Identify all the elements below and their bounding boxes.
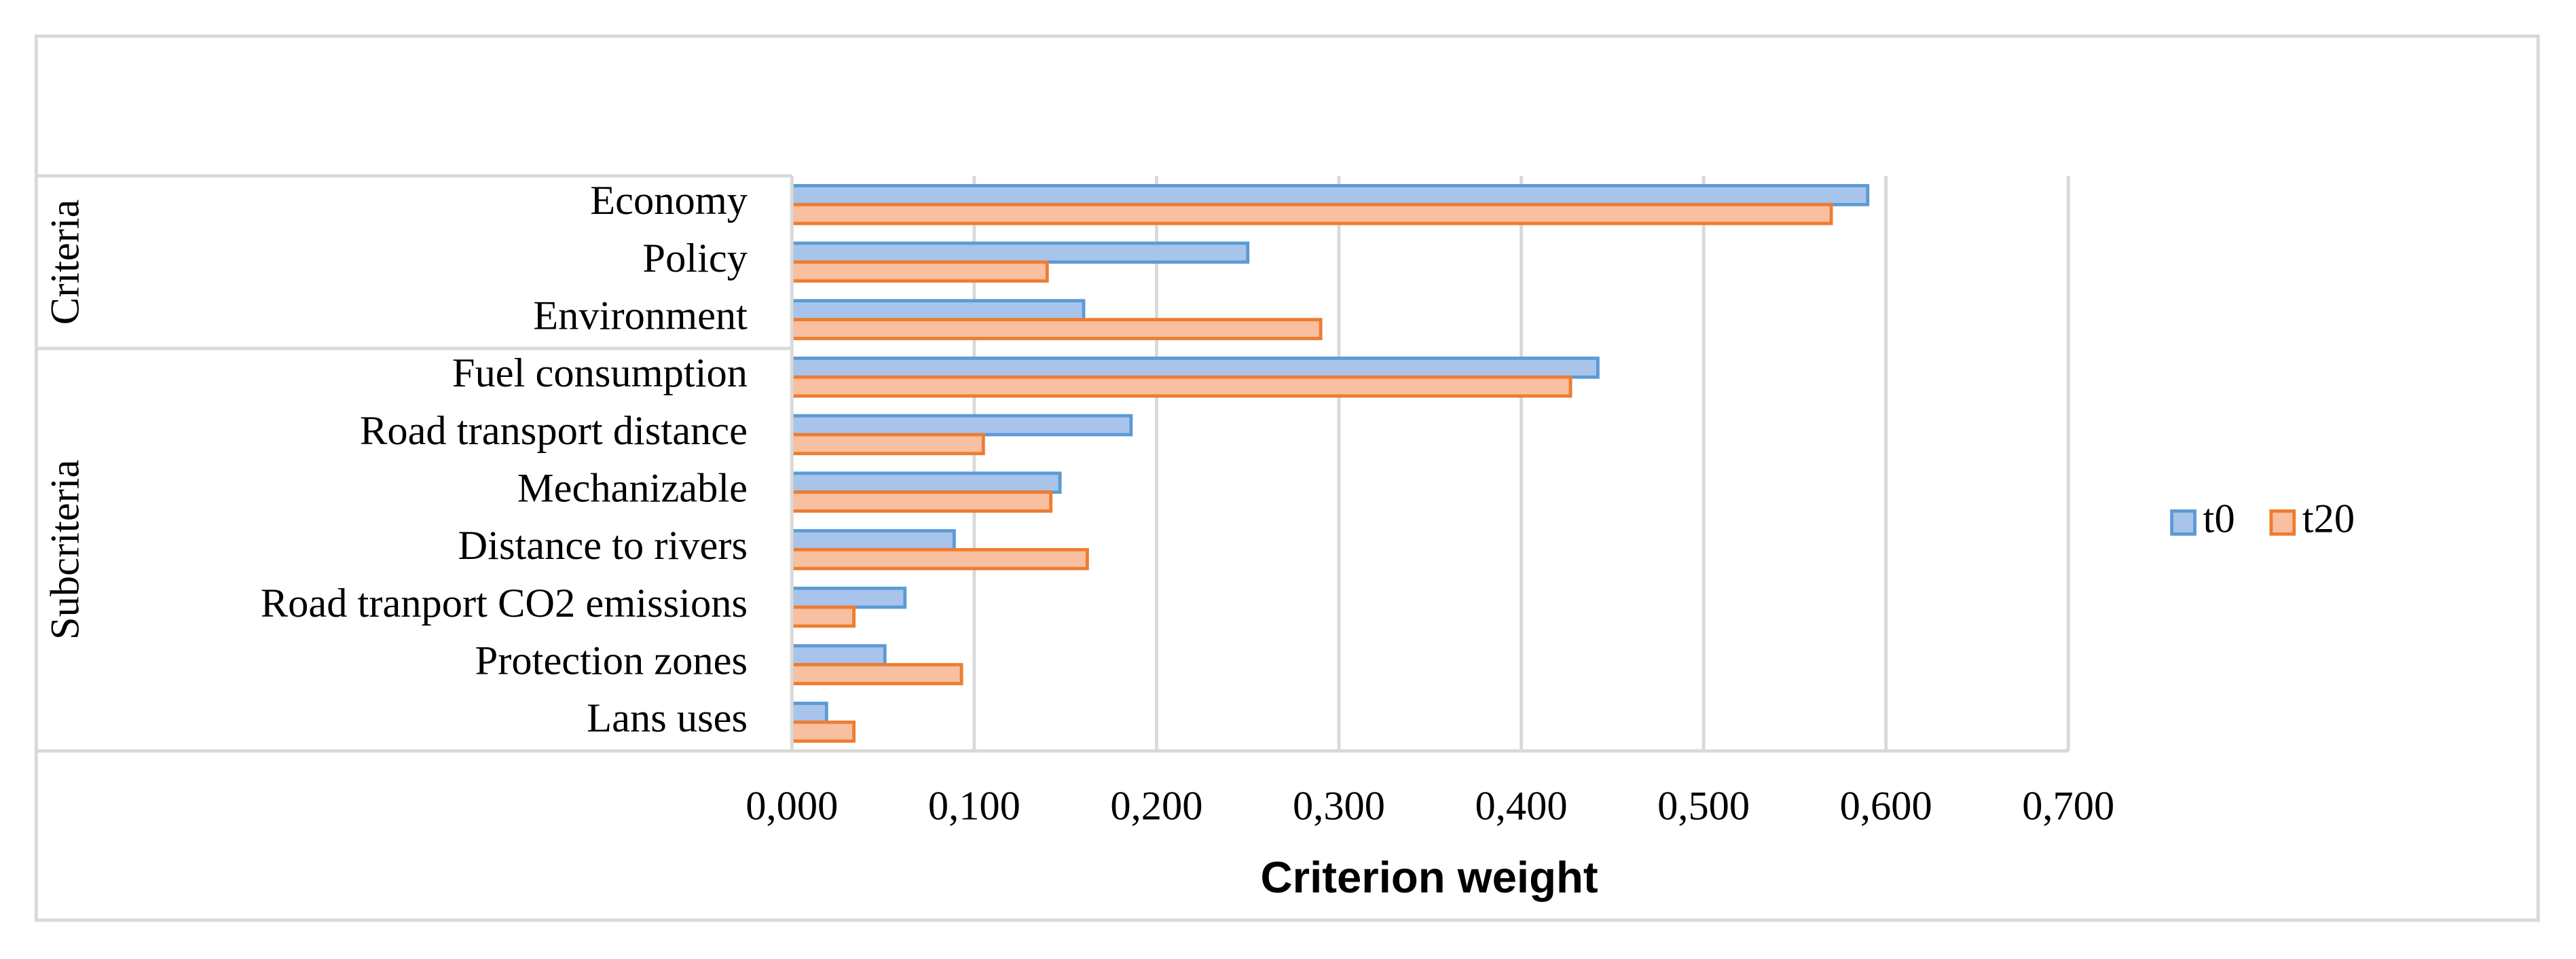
y-tick-label: Economy	[590, 178, 748, 223]
bar	[790, 183, 1870, 206]
legend-swatch	[2269, 509, 2296, 536]
bar	[790, 471, 1062, 494]
bar	[790, 414, 1133, 437]
bar	[790, 586, 907, 609]
y-tick-label: Road tranport CO2 emissions	[261, 581, 748, 626]
x-tick-label: 0,200	[1110, 784, 1202, 829]
y-tick-label: Protection zones	[475, 638, 748, 684]
labels: 0,000 0,100 0,200 0,300 0,400 0,500 0,600 0,700…	[36, 174, 2355, 829]
y-tick-label: Fuel consumption	[452, 350, 748, 396]
x-tick-label: 0,600	[1840, 784, 1932, 829]
y-tick-label: Lans uses	[587, 695, 748, 741]
y-tick-label: Road transport distance	[360, 408, 748, 454]
y-tick-label: Mechanizable	[517, 466, 748, 511]
chart-frame	[34, 34, 2540, 922]
bar	[790, 605, 856, 628]
bar	[790, 663, 963, 685]
group-label: Subcriteria	[43, 460, 88, 640]
bar	[790, 490, 1053, 513]
x-axis-title: Criterion weight	[1261, 852, 1598, 902]
bar	[790, 702, 828, 724]
y-tick-label: Environment	[533, 293, 748, 338]
bar	[790, 241, 1250, 264]
bar	[790, 547, 1089, 571]
bar	[790, 375, 1572, 398]
bar	[790, 260, 1049, 283]
x-tick-label: 0,500	[1657, 784, 1750, 829]
legend-label: t0	[2203, 496, 2235, 541]
bar	[790, 720, 856, 743]
x-tick-label: 0,700	[2022, 784, 2114, 829]
group-label: Criteria	[43, 199, 88, 325]
bar	[790, 529, 956, 551]
y-tick-label: Policy	[642, 236, 748, 281]
x-tick-label: 0,300	[1293, 784, 1385, 829]
bar	[790, 357, 1600, 379]
bar	[790, 644, 887, 667]
bar	[790, 318, 1323, 340]
x-tick-label: 0,000	[746, 784, 838, 829]
bar	[790, 433, 985, 456]
x-tick-label: 0,400	[1475, 784, 1568, 829]
y-tick-label: Distance to rivers	[458, 523, 748, 568]
bar	[790, 299, 1086, 322]
bar	[790, 202, 1833, 225]
x-tick-label: 0,100	[928, 784, 1020, 829]
legend-label: t20	[2302, 496, 2355, 541]
legend-swatch	[2170, 509, 2196, 536]
